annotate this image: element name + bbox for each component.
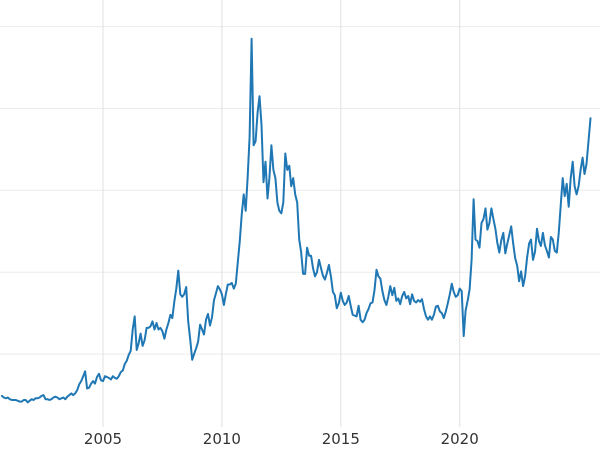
x-tick-label: 2010 [203, 430, 241, 448]
x-tick-label: 2015 [322, 430, 360, 448]
x-tick-label: 2020 [441, 430, 479, 448]
price-series-line [0, 37, 592, 404]
x-tick-label: 2005 [84, 430, 122, 448]
